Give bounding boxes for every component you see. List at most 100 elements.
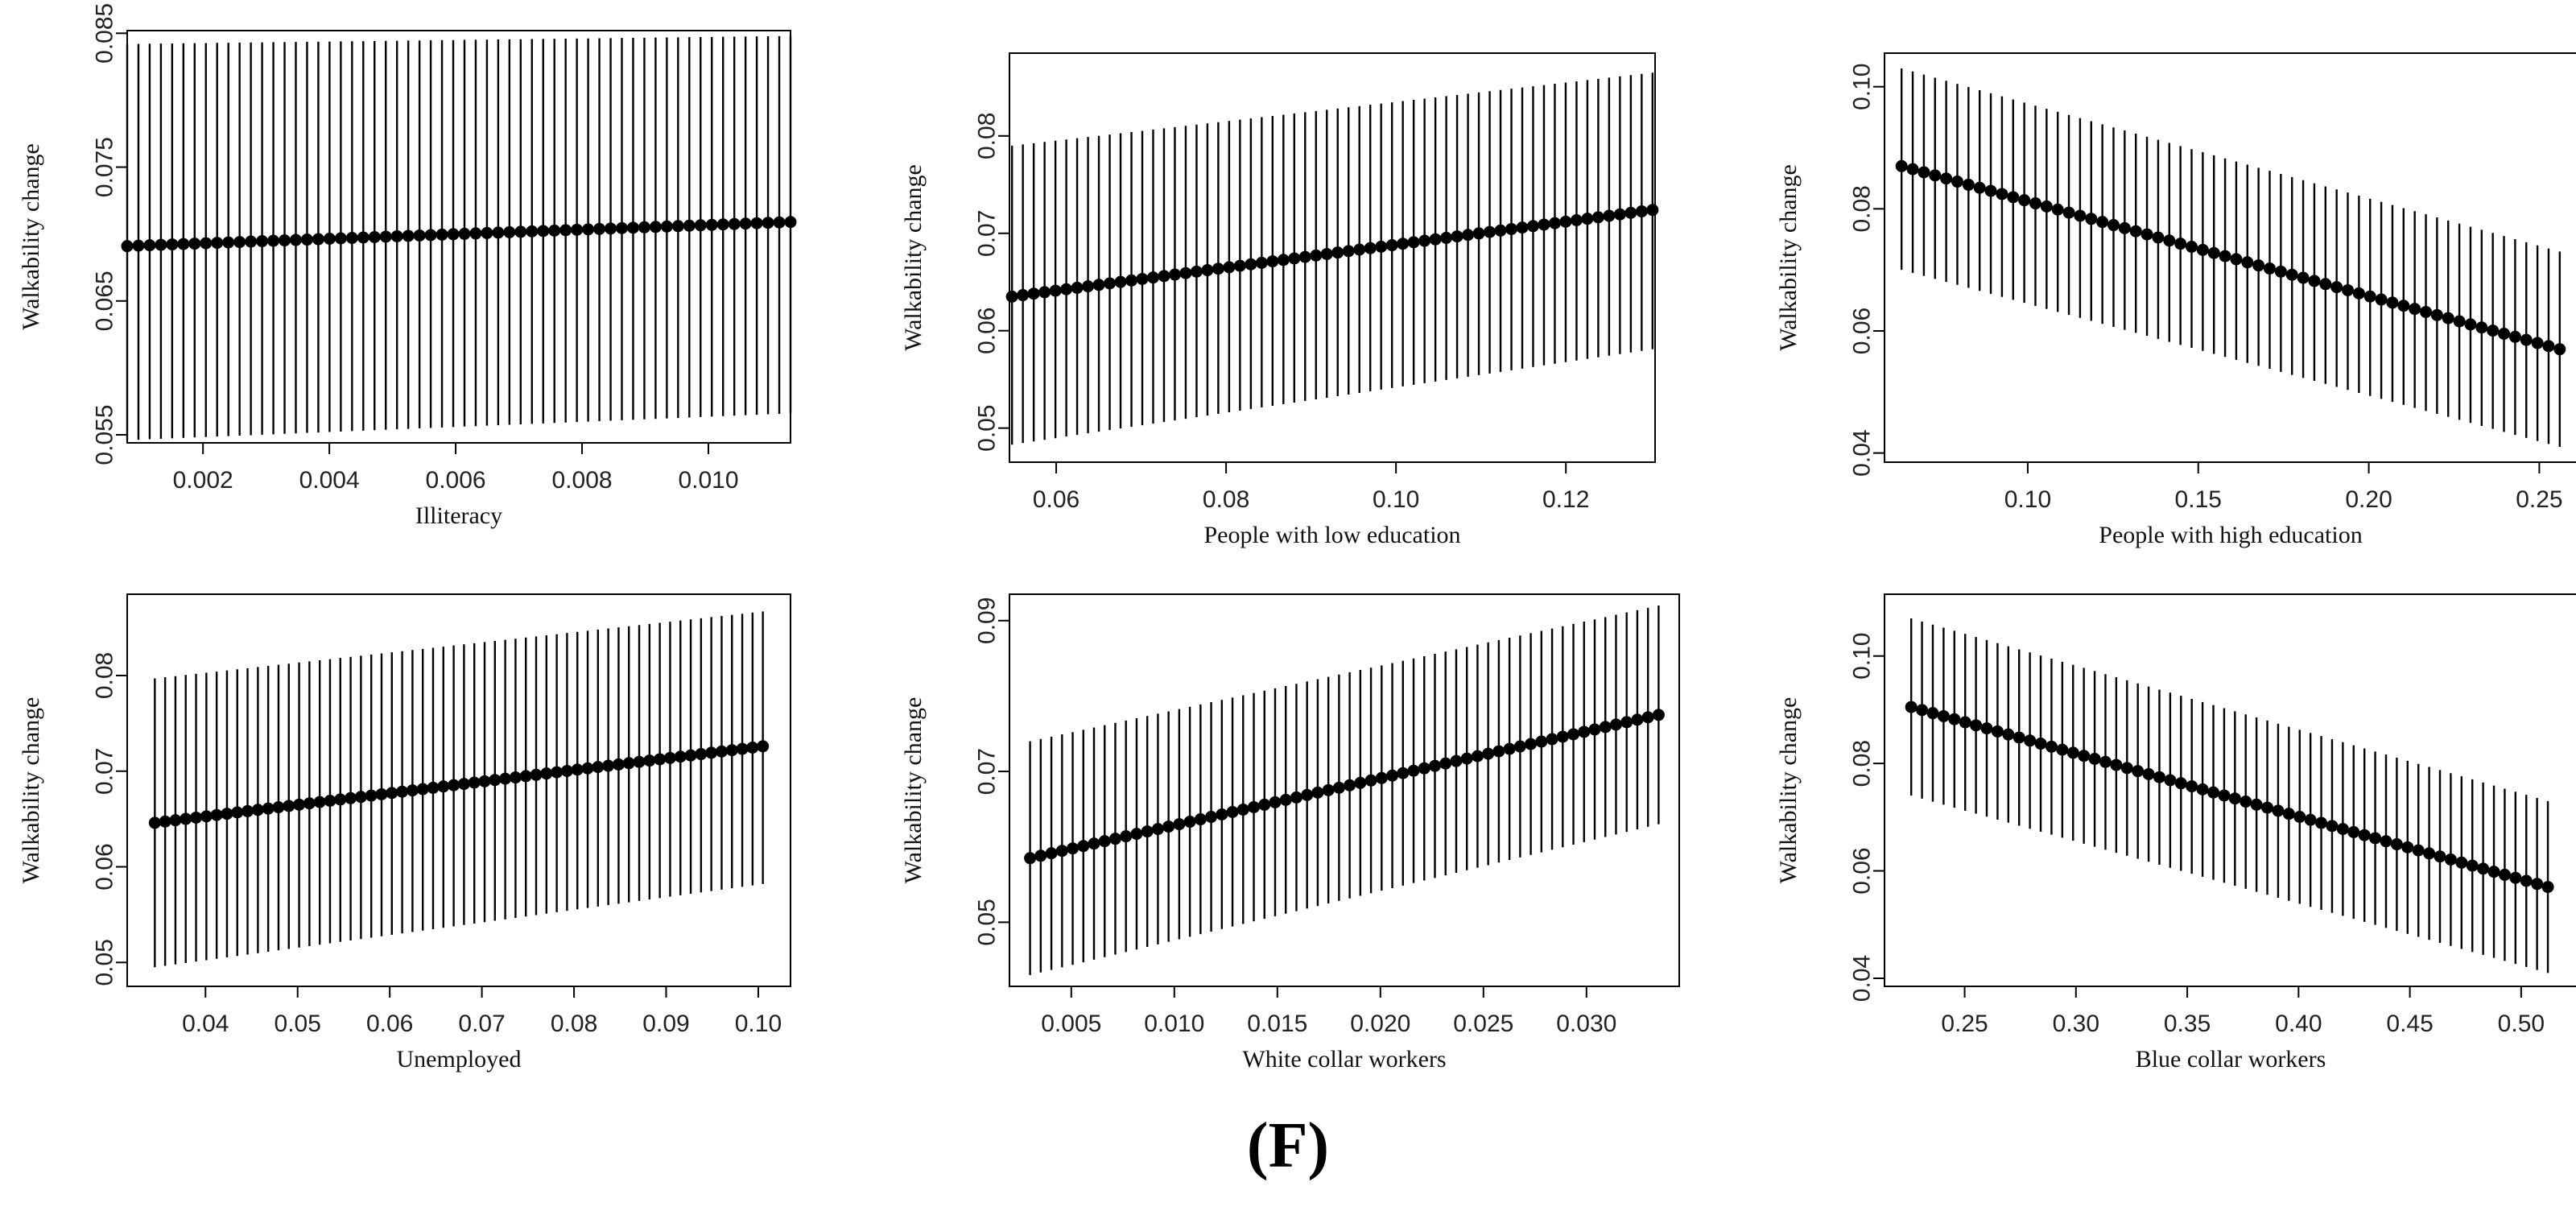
estimate-point: [132, 239, 145, 252]
estimate-point: [180, 812, 192, 825]
estimate-point: [245, 235, 258, 248]
estimate-point: [2129, 225, 2142, 238]
estimate-point: [2219, 250, 2231, 262]
estimate-point: [1364, 242, 1377, 254]
estimate-point: [2531, 878, 2544, 891]
estimate-point: [1620, 716, 1633, 729]
estimate-point: [2096, 216, 2109, 229]
estimate-point: [683, 219, 696, 232]
estimate-point: [1959, 716, 1971, 729]
estimate-point: [406, 784, 419, 797]
estimate-point: [736, 742, 749, 755]
estimate-point: [262, 802, 275, 815]
x-tick-label: 0.020: [1350, 1011, 1410, 1037]
x-tick-label: 0.06: [1033, 486, 1080, 513]
estimate-point: [612, 758, 625, 771]
estimate-point: [2164, 774, 2177, 787]
x-tick-label: 0.05: [275, 1011, 321, 1037]
estimate-point: [293, 798, 306, 811]
estimate-point: [155, 238, 167, 251]
estimate-point: [2272, 804, 2285, 817]
estimate-point: [2196, 243, 2209, 256]
estimate-point: [1451, 230, 1463, 243]
estimate-point: [2228, 792, 2241, 805]
estimate-point: [312, 233, 324, 246]
estimate-point: [396, 785, 409, 798]
estimate-point: [2024, 734, 2037, 747]
estimate-point: [345, 791, 357, 804]
y-tick-label: 0.08: [974, 113, 1001, 159]
estimate-point: [560, 764, 573, 777]
estimate-point: [1538, 218, 1550, 231]
x-tick-label: 0.10: [735, 1011, 782, 1037]
estimate-point: [368, 230, 381, 243]
estimate-point: [1567, 728, 1580, 741]
estimate-point: [402, 229, 415, 242]
estimate-point: [1258, 798, 1271, 811]
estimate-point: [559, 224, 572, 237]
estimate-point: [571, 763, 584, 776]
estimate-point: [1385, 239, 1398, 252]
estimate-point: [1375, 771, 1388, 784]
y-tick-label: 0.08: [1849, 185, 1876, 232]
estimate-point: [416, 783, 429, 796]
estimate-point: [784, 216, 797, 229]
estimate-point: [2207, 246, 2220, 259]
y-axis-label: Walkability change: [1775, 164, 1802, 351]
estimate-point: [1082, 280, 1095, 293]
estimate-point: [1570, 214, 1583, 227]
estimate-point: [303, 797, 316, 810]
estimate-point: [1071, 281, 1084, 294]
plot-frame: [1009, 593, 1680, 987]
estimate-point: [622, 757, 635, 770]
estimate-point: [357, 231, 369, 244]
estimate-point: [200, 237, 213, 250]
x-tick-label: 0.010: [1144, 1011, 1204, 1037]
estimate-point: [571, 223, 584, 236]
estimate-point: [2142, 767, 2155, 780]
estimate-point: [773, 216, 786, 229]
x-tick-label: 0.07: [458, 1011, 505, 1037]
estimate-point: [2051, 203, 2064, 216]
estimate-point: [222, 236, 235, 249]
estimate-point: [1929, 169, 1942, 182]
estimate-point: [1429, 233, 1442, 246]
estimate-point: [671, 220, 684, 233]
y-tick-label: 0.05: [92, 939, 118, 986]
estimate-point: [1098, 835, 1111, 848]
estimate-point: [345, 231, 358, 244]
estimate-point: [1471, 750, 1484, 763]
estimate-point: [1375, 240, 1388, 253]
estimate-point: [739, 217, 752, 230]
estimate-point: [1301, 788, 1314, 801]
estimate-point: [1937, 709, 1950, 722]
estimate-point: [2110, 758, 2123, 771]
estimate-point: [2185, 241, 2198, 254]
x-tick-label: 0.09: [642, 1011, 689, 1037]
estimate-point: [1526, 220, 1539, 233]
estimate-point: [684, 749, 697, 762]
estimate-point: [365, 789, 378, 802]
estimate-point: [2444, 853, 2457, 866]
x-tick-label: 0.008: [551, 467, 612, 494]
chart-panel-2: 0.06 0.08 0.10 0.12 0.05 0.06 0.07 0.08 People w…: [900, 52, 1659, 548]
estimate-point: [1114, 275, 1127, 288]
estimate-point: [334, 793, 347, 806]
estimate-point: [1970, 719, 1983, 732]
estimate-point: [1027, 287, 1040, 300]
estimate-point: [379, 230, 392, 243]
estimate-point: [121, 240, 134, 253]
x-axis-label: Illiteracy: [415, 502, 502, 529]
estimate-point: [1525, 738, 1538, 750]
estimate-point: [2401, 841, 2414, 853]
chart-panel-4: 0.04 0.05 0.06 0.07 0.08 0.09 0.10 0.05 0.06 0.07…: [18, 593, 791, 1073]
estimate-point: [757, 740, 770, 753]
estimate-point: [1482, 747, 1495, 760]
estimate-point: [2240, 796, 2252, 808]
y-tick-label: 0.04: [1849, 955, 1876, 1002]
estimate-point: [2342, 283, 2355, 296]
x-tick-label: 0.25: [2516, 486, 2562, 513]
estimate-point: [354, 791, 367, 804]
y-tick-label: 0.06: [1849, 847, 1876, 894]
estimate-point: [530, 768, 543, 781]
